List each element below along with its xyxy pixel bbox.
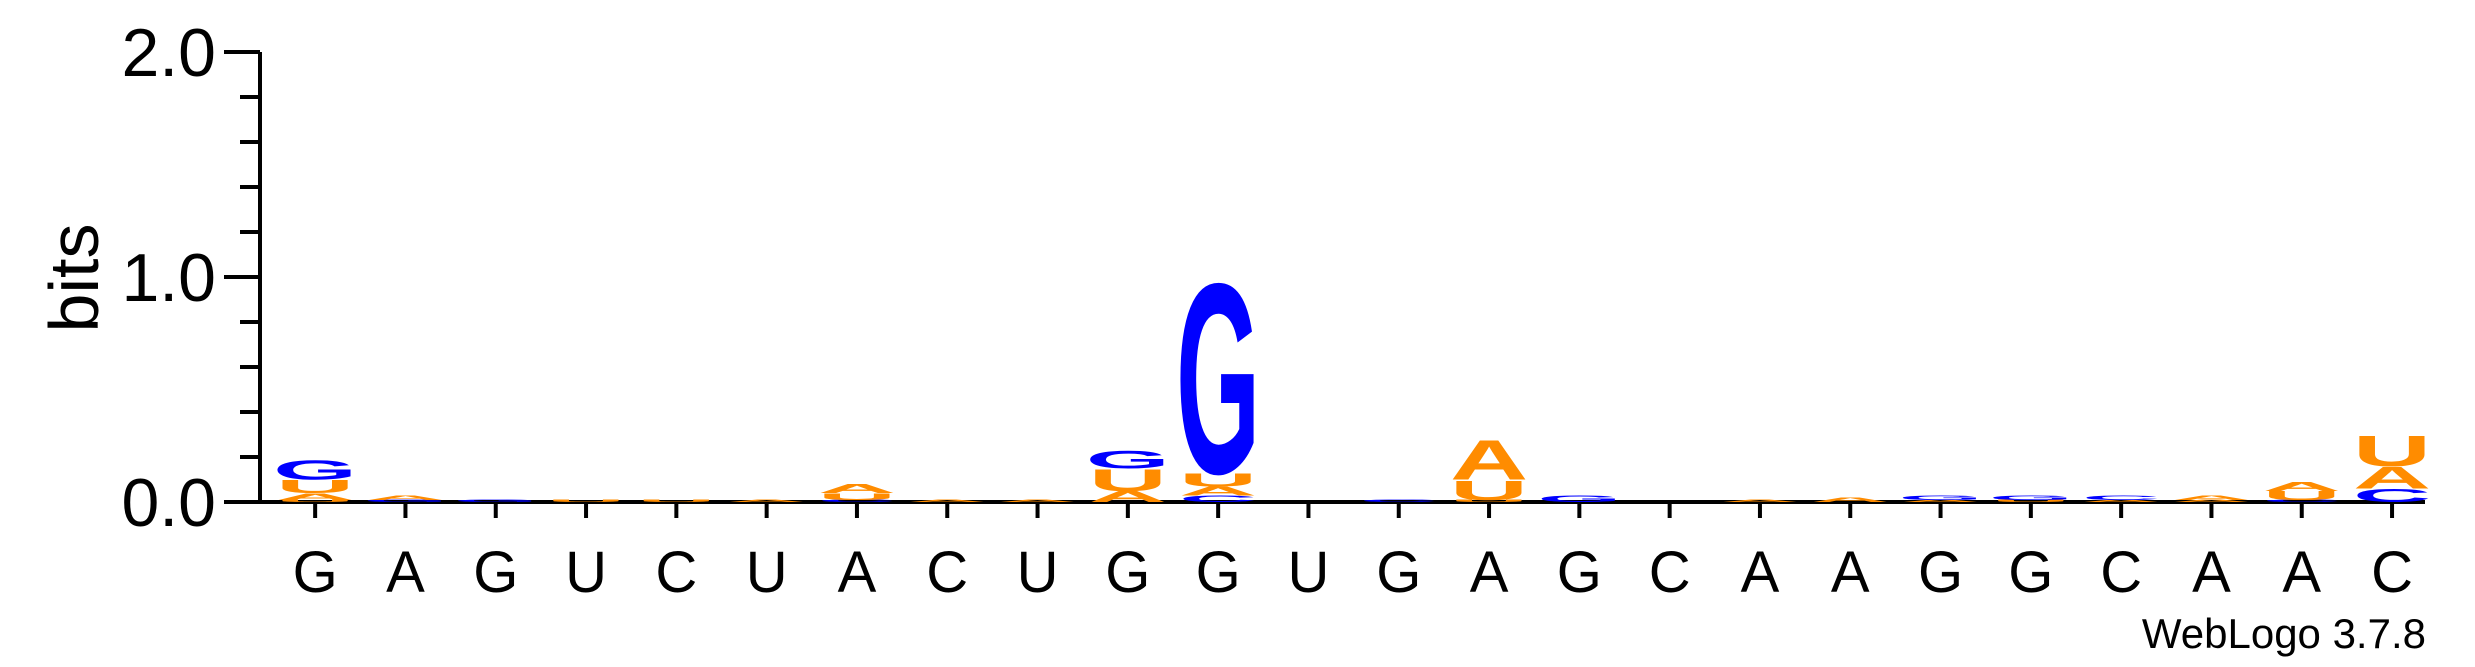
x-tick-label: U <box>565 540 607 605</box>
logo-letter-C: C <box>2353 485 2431 506</box>
y-axis-label: bits <box>35 224 113 333</box>
logo-letter-A: A <box>1811 496 1889 503</box>
logo-letter-G: G <box>363 499 447 502</box>
x-tick-label: G <box>1918 540 1963 605</box>
logo-letter-A: A <box>2353 460 2431 495</box>
x-tick-label: A <box>2192 540 2231 605</box>
x-tick-label: C <box>2371 540 2413 605</box>
y-tick-label: 0.0 <box>121 465 216 541</box>
x-tick-label: C <box>655 540 697 605</box>
x-tick-label: A <box>1470 540 1509 605</box>
logo-letter-A: A <box>2172 499 2250 502</box>
logo-letter-A: A <box>1179 484 1257 498</box>
logo-letter-U: U <box>1089 463 1167 498</box>
logo-letter-U: U <box>2353 426 2431 475</box>
x-tick-label: G <box>1196 540 1241 605</box>
logo-letter-A: A <box>818 482 896 496</box>
x-tick-label: C <box>2100 540 2142 605</box>
x-tick-label: C <box>926 540 968 605</box>
logo-letter-G: G <box>454 499 538 502</box>
x-tick-label: A <box>838 540 877 605</box>
logo-letter-G: G <box>1086 446 1170 474</box>
logo-letter-C: C <box>1360 499 1438 502</box>
logo-letter-A: A <box>1089 488 1167 505</box>
logo-letter-C: C <box>1179 494 1257 504</box>
logo-letter-U: U <box>818 491 896 501</box>
logo-letter-G: G <box>1898 494 1982 501</box>
x-tick-label: U <box>1017 540 1059 605</box>
logo-letter-A: A <box>998 499 1076 502</box>
x-tick-label: U <box>1288 540 1330 605</box>
logo-letter-G: G <box>1989 494 2073 501</box>
logo-letter-C: C <box>2082 494 2160 501</box>
logo-letter-A: A <box>2172 494 2250 501</box>
x-tick-label: A <box>1741 540 1780 605</box>
y-tick-label: 1.0 <box>121 240 216 316</box>
logo-letter-A: A <box>276 491 354 501</box>
credit-label: WebLogo 3.7.8 <box>2142 610 2426 657</box>
logo-letter-U: U <box>637 499 715 502</box>
logo-letter-U: U <box>2263 489 2341 503</box>
logo-letter-A: A <box>908 499 986 502</box>
logo-letter-U: U <box>1179 470 1257 491</box>
logo-letter-G: G <box>1176 227 1260 530</box>
logo-letter-U: U <box>1450 474 1528 506</box>
logo-letter-A: A <box>2263 480 2341 494</box>
logo-letter-A: A <box>1901 499 1979 502</box>
x-tick-label: U <box>746 540 788 605</box>
x-tick-label: A <box>1831 540 1870 605</box>
logo-letter-G: G <box>273 454 357 486</box>
x-tick-label: G <box>2008 540 2053 605</box>
x-tick-label: G <box>1376 540 1421 605</box>
logo-letter-G: G <box>1537 494 1621 504</box>
logo-letter-A: A <box>1450 429 1528 492</box>
logo-letter-C: C <box>818 499 896 502</box>
y-tick-label: 2.0 <box>121 15 216 91</box>
logo-letter-U: U <box>276 476 354 497</box>
x-tick-label: A <box>386 540 425 605</box>
logo-letter-A: A <box>2082 499 2160 502</box>
x-tick-label: G <box>1105 540 1150 605</box>
x-tick-label: G <box>1557 540 1602 605</box>
logo-letter-A: A <box>1721 499 1799 502</box>
logo-letter-U: U <box>276 499 354 502</box>
axes: 0.0 1.0 2.0 <box>121 15 2425 541</box>
x-tick-label: C <box>1649 540 1691 605</box>
logo-letter-U: U <box>1450 499 1528 502</box>
logo-letter-A: A <box>366 494 444 501</box>
x-tick-label: G <box>473 540 518 605</box>
logo-letter-A: A <box>728 499 806 502</box>
logo-letter-C: C <box>2263 499 2341 502</box>
logo-letter-U: U <box>1992 499 2070 502</box>
x-tick-label: A <box>2282 540 2321 605</box>
x-tick-label: G <box>293 540 338 605</box>
logo-letter-U: U <box>547 499 625 502</box>
